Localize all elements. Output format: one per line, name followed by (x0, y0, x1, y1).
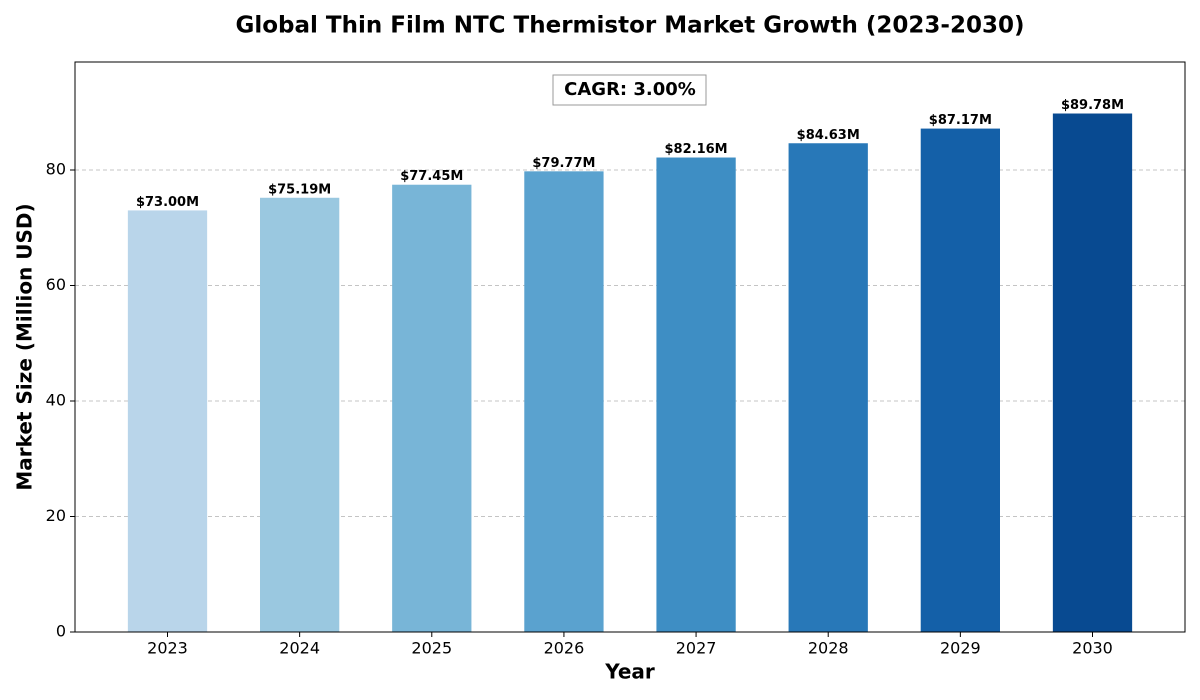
chart-title: Global Thin Film NTC Thermistor Market G… (235, 13, 1024, 39)
value-label: $82.16M (665, 142, 728, 157)
bar (656, 157, 736, 632)
y-tick-label: 20 (46, 506, 66, 525)
bar (920, 128, 1000, 633)
value-label: $75.19M (268, 182, 331, 197)
annotation: CAGR: 3.00% (564, 79, 696, 100)
x-tick-label: 2026 (544, 639, 585, 658)
bar (260, 197, 340, 632)
y-tick-label: 40 (46, 390, 66, 409)
value-label: $77.45M (400, 169, 463, 184)
bar (524, 171, 604, 632)
x-tick-label: 2023 (147, 639, 188, 658)
x-axis-label: Year (604, 660, 655, 684)
value-label: $87.17M (929, 113, 992, 128)
value-label: $84.63M (797, 128, 860, 143)
bar (788, 143, 868, 633)
y-tick-label: 0 (56, 622, 66, 641)
annotation-box (552, 74, 707, 106)
value-label: $89.78M (1061, 98, 1124, 113)
y-axis-label: Market Size (Million USD) (13, 203, 37, 490)
bar (1052, 113, 1133, 633)
x-tick-label: 2028 (808, 639, 849, 658)
x-tick-label: 2024 (279, 639, 320, 658)
value-label: $79.77M (532, 156, 595, 171)
y-tick-label: 60 (46, 275, 66, 294)
plot-frame (74, 61, 1186, 633)
x-tick-label: 2030 (1072, 639, 1113, 658)
bar (392, 184, 472, 632)
x-tick-label: 2029 (940, 639, 981, 658)
x-tick-label: 2025 (411, 639, 452, 658)
y-tick-label: 80 (46, 159, 66, 178)
bar (127, 210, 208, 633)
value-label: $73.00M (136, 195, 199, 210)
x-tick-label: 2027 (676, 639, 717, 658)
